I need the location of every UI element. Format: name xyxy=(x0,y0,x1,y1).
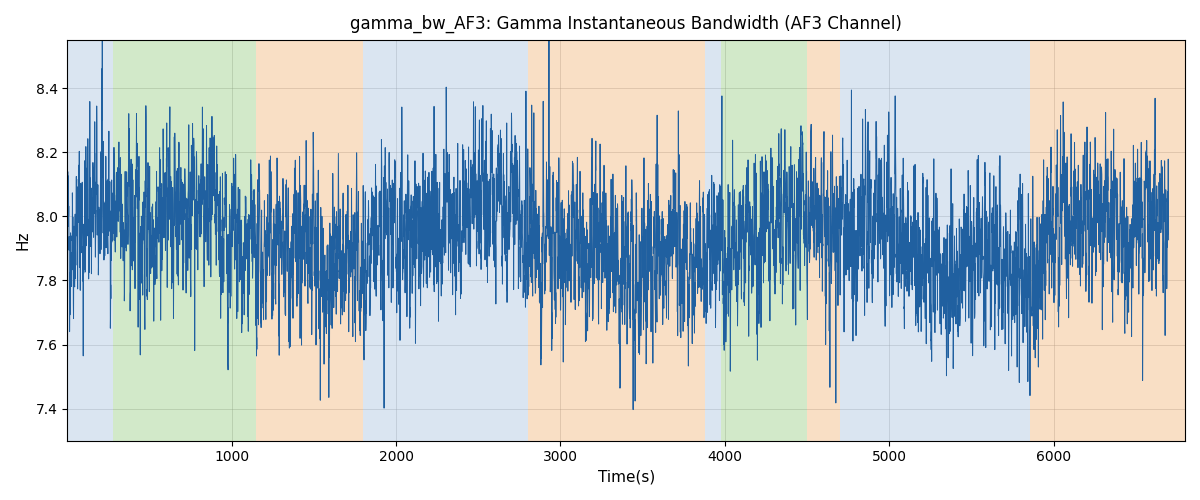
Bar xyxy=(721,40,806,440)
Y-axis label: Hz: Hz xyxy=(16,230,30,250)
Bar xyxy=(67,40,113,440)
Bar xyxy=(257,40,364,440)
X-axis label: Time(s): Time(s) xyxy=(598,470,655,485)
Bar xyxy=(528,40,706,440)
Title: gamma_bw_AF3: Gamma Instantaneous Bandwidth (AF3 Channel): gamma_bw_AF3: Gamma Instantaneous Bandwi… xyxy=(350,15,902,34)
Bar xyxy=(1031,40,1184,440)
Bar xyxy=(840,40,1018,440)
Bar xyxy=(364,40,528,440)
Bar xyxy=(806,40,840,440)
Bar xyxy=(1018,40,1031,440)
Bar xyxy=(706,40,721,440)
Bar xyxy=(113,40,257,440)
